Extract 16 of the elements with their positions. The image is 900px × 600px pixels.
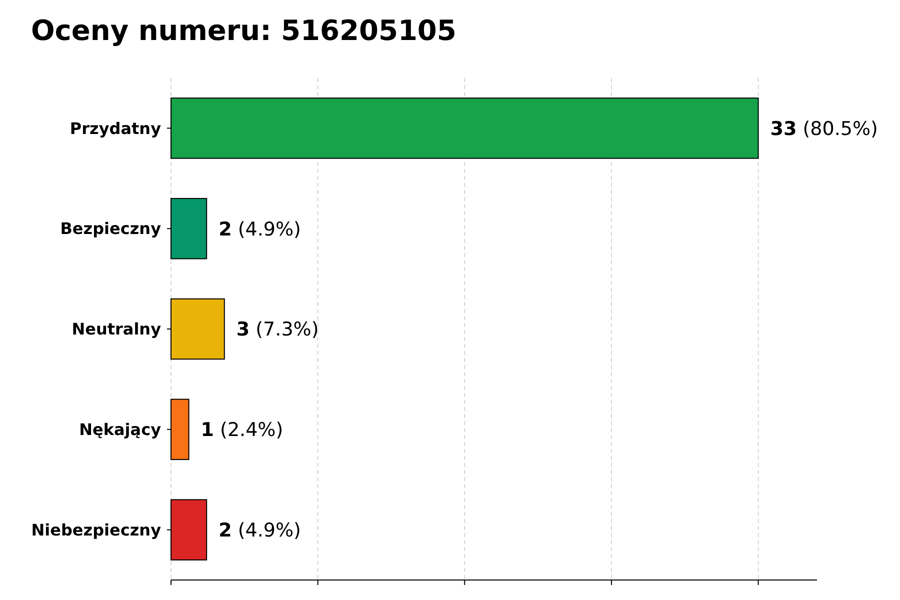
- bar: [170, 98, 759, 159]
- data-label: 1 (2.4%): [200, 419, 284, 442]
- data-label: 2 (4.9%): [218, 218, 301, 240]
- bar: [170, 298, 225, 360]
- data-label: 3 (7.3%): [236, 318, 319, 341]
- bar: [170, 499, 208, 560]
- y-tick-label: Niebezpieczny: [31, 520, 162, 540]
- data-label: 33 (80.5%): [770, 118, 878, 140]
- y-tick-label: Nękający: [79, 420, 162, 439]
- bar: [170, 398, 190, 460]
- chart-title: Oceny numeru: 516205105: [31, 14, 456, 47]
- y-tick-label: Przydatny: [70, 118, 162, 138]
- y-tick-label: Neutralny: [72, 320, 162, 339]
- data-label: 2 (4.9%): [218, 519, 301, 542]
- y-tick-label: Bezpieczny: [60, 219, 162, 238]
- bar: [170, 198, 208, 260]
